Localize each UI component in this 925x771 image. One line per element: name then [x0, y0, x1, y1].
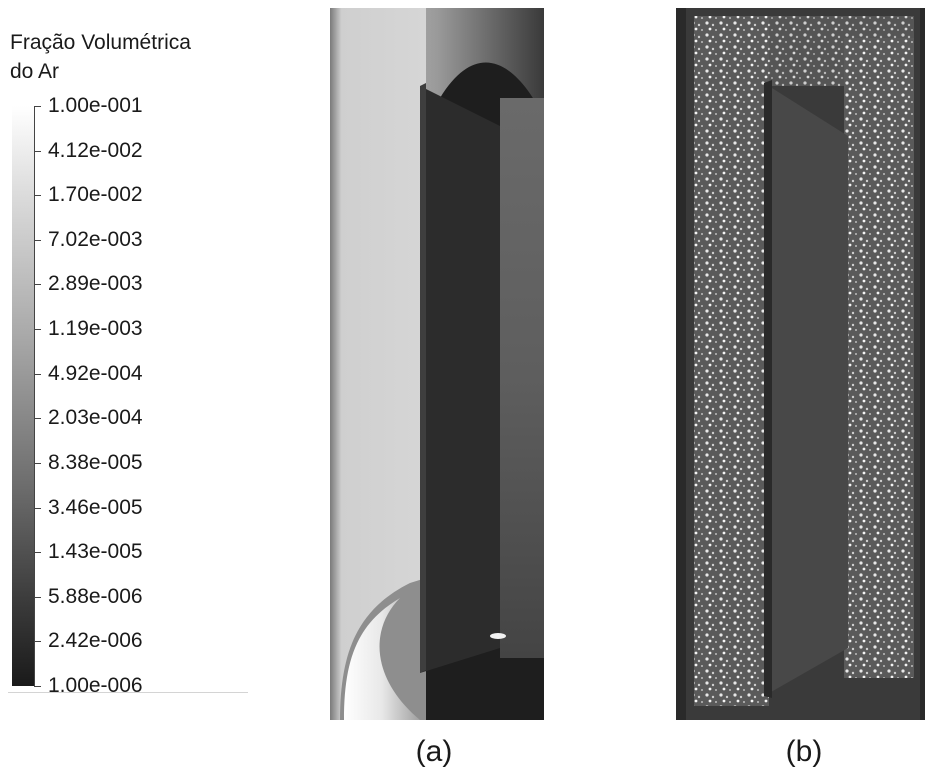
legend-label: 1.19e-003 — [48, 317, 143, 341]
legend-tick — [34, 106, 41, 107]
panel-a-baffle-edge — [420, 83, 426, 673]
legend-tick — [34, 239, 41, 241]
legend-label: 1.43e-005 — [48, 540, 143, 564]
legend-tick — [34, 552, 41, 554]
legend-color-bar — [12, 106, 34, 686]
legend-label: 7.02e-003 — [48, 227, 143, 251]
legend-label: 2.89e-003 — [48, 272, 143, 296]
legend-label: 5.88e-006 — [48, 584, 143, 608]
legend-tick — [34, 507, 41, 509]
legend-label: 4.92e-004 — [48, 361, 143, 385]
panel-a-simulation — [330, 8, 544, 720]
panel-b-top-bubbles — [694, 16, 914, 86]
legend-label: 1.70e-002 — [48, 183, 143, 207]
legend-tick — [34, 373, 41, 375]
legend-label: 3.46e-005 — [48, 495, 143, 519]
legend-label: 1.00e-006 — [48, 674, 143, 697]
panel-b-baffle-shadow — [764, 80, 772, 698]
panel-a-bright-spot — [490, 633, 506, 639]
panel-b-photo — [676, 8, 925, 720]
legend-title: Fração Volumétrica do Ar — [10, 28, 260, 86]
panel-a-top-gradient — [330, 8, 544, 118]
legend-tick — [34, 284, 41, 286]
legend-label: 2.03e-004 — [48, 406, 143, 430]
legend-axis — [34, 106, 35, 686]
panel-b-baffle — [764, 83, 848, 696]
legend-tick — [34, 329, 41, 331]
legend-tick — [34, 641, 41, 643]
panel-b-frame-left — [676, 8, 686, 720]
legend-tick — [34, 686, 41, 687]
legend-label: 8.38e-005 — [48, 450, 143, 474]
legend-title-line1: Fração Volumétrica — [10, 31, 191, 54]
legend-baseline — [8, 692, 248, 693]
legend-label: 1.00e-001 — [48, 94, 143, 117]
legend-tick — [34, 195, 41, 197]
panel-b-label: (b) — [785, 735, 823, 768]
legend-label: 2.42e-006 — [48, 629, 143, 653]
legend-tick — [34, 418, 41, 420]
panel-b-right-bubbles — [844, 38, 914, 678]
legend-tick — [34, 596, 41, 598]
panel-b-left-bubbles — [694, 16, 769, 706]
legend-title-line2: do Ar — [10, 60, 60, 83]
panel-a-label: (a) — [415, 735, 453, 768]
panel-a-baffle — [420, 86, 500, 673]
legend-label: 4.12e-002 — [48, 138, 143, 162]
legend-tick — [34, 462, 41, 464]
panel-b-frame-right — [920, 8, 925, 720]
panel-a-right-channel — [500, 98, 544, 658]
legend-tick — [34, 150, 41, 152]
panel-a-air-plume — [344, 598, 420, 720]
